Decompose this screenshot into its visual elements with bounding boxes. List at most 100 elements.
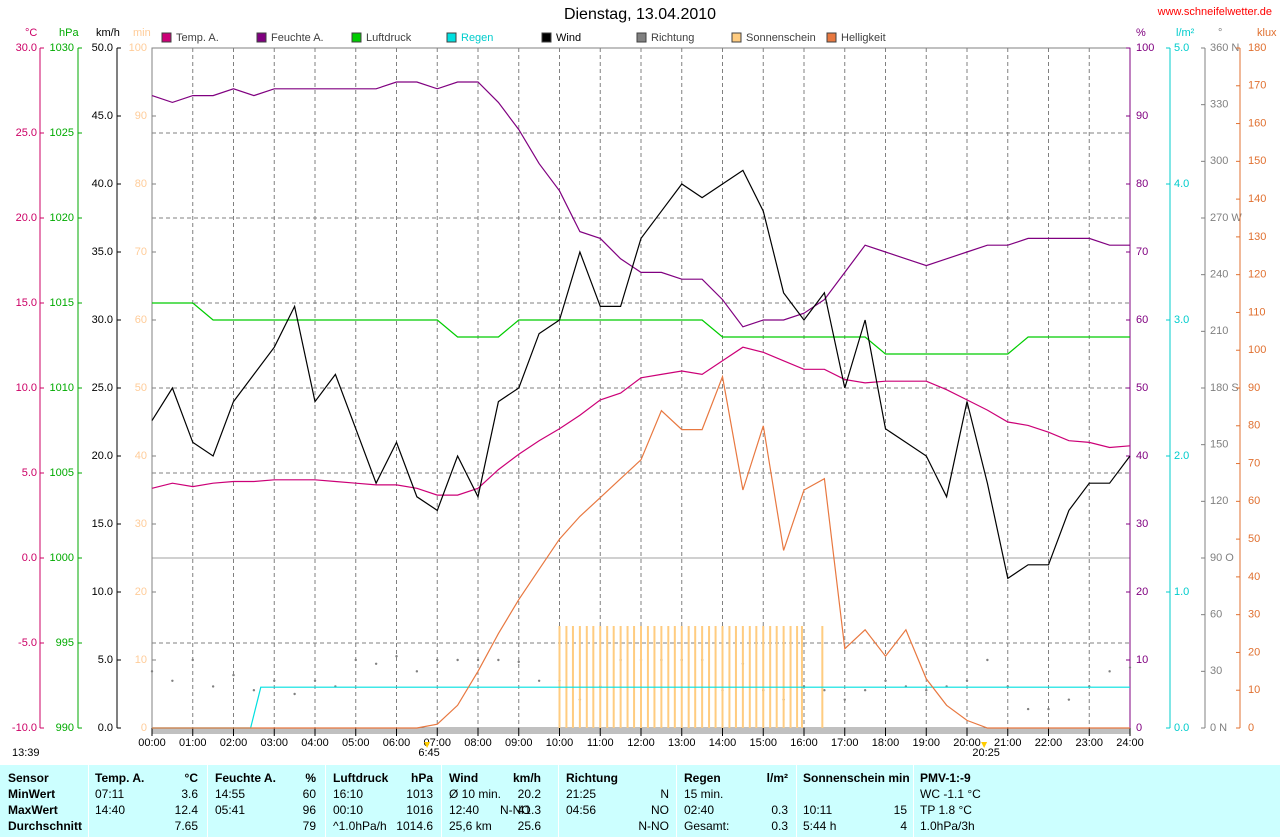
direction-dot — [843, 698, 846, 701]
table-cell: 15 min. — [684, 787, 724, 801]
legend-swatch — [351, 32, 362, 43]
table-header: Luftdruck — [333, 771, 389, 785]
y-tick-label: 60 — [135, 314, 147, 326]
y-tick-label: 150 — [1210, 439, 1228, 451]
y-tick-label: 180 S — [1210, 382, 1239, 394]
table-cell: 16:10 — [333, 787, 364, 801]
y-tick-label: 100 — [1248, 344, 1266, 356]
table-header: Regen — [684, 771, 721, 785]
direction-dot — [293, 692, 296, 696]
source: www.schneifelwetter.de — [1157, 6, 1272, 18]
table-header: Feuchte A. — [215, 771, 276, 785]
legend-label: Luftdruck — [366, 32, 412, 44]
y-tick-label: 50 — [1136, 382, 1148, 394]
table-cell: 41.3 — [517, 803, 541, 817]
table-cell: Durchschnitt — [8, 819, 83, 833]
column-separator — [676, 765, 677, 837]
table-cell: 3.6 — [181, 787, 198, 801]
legend-label: Richtung — [651, 32, 694, 44]
x-tick-label: 13:00 — [668, 737, 696, 749]
table-header: Wind — [449, 771, 479, 785]
y-axis-unit: ° — [1218, 27, 1222, 39]
table-cell: 14:40 — [95, 803, 126, 817]
direction-dot — [354, 658, 357, 662]
y-tick-label: 1020 — [50, 212, 74, 224]
column-separator — [441, 765, 442, 837]
y-tick-label: 160 — [1248, 117, 1266, 129]
x-tick-label: 02:00 — [220, 737, 248, 749]
table-header: Sensor — [8, 771, 49, 785]
direction-dot — [252, 689, 256, 692]
y-tick-label: 1005 — [50, 467, 74, 479]
direction-dot — [150, 670, 154, 673]
table-cell: 07:11 — [95, 787, 125, 801]
direction-dot — [986, 658, 989, 662]
x-tick-label: 21:00 — [994, 737, 1022, 749]
x-tick-label: 22:00 — [1035, 737, 1063, 749]
legend-swatch — [541, 32, 552, 43]
x-tick-label: 19:00 — [912, 737, 940, 749]
y-tick-label: 80 — [135, 178, 147, 190]
y-tick-label: 995 — [56, 637, 74, 649]
series-line — [152, 302, 1130, 355]
y-tick-label: 20 — [135, 586, 147, 598]
y-tick-label: 1000 — [50, 552, 74, 564]
table-cell: MaxWert — [8, 803, 58, 817]
y-tick-label: 40 — [1136, 450, 1148, 462]
table-header: hPa — [410, 771, 433, 785]
y-tick-label: -10.0 — [12, 722, 37, 734]
y-tick-label: 30 — [1248, 609, 1260, 621]
y-axis-unit: l/m² — [1176, 27, 1195, 39]
y-tick-label: 330 — [1210, 99, 1228, 111]
y-tick-label: 90 — [1248, 382, 1260, 394]
table-header: Richtung — [566, 771, 618, 785]
column-separator — [88, 765, 89, 837]
table-cell: 25,6 km — [449, 819, 492, 833]
table-cell: 4 — [900, 819, 907, 833]
y-tick-label: 90 — [1136, 110, 1148, 122]
table-cell: WC -1.1 °C — [920, 787, 981, 801]
y-tick-label: 90 O — [1210, 552, 1234, 564]
y-tick-label: 240 — [1210, 269, 1228, 281]
y-tick-label: 0.0 — [1174, 722, 1189, 734]
y-tick-label: 60 — [1136, 314, 1148, 326]
y-tick-label: 20.0 — [16, 212, 37, 224]
series-line — [151, 346, 1131, 496]
table-cell: 1016 — [406, 803, 433, 817]
y-tick-label: 0 N — [1210, 722, 1227, 734]
y-tick-label: 70 — [1248, 457, 1260, 469]
table-cell: 5:44 h — [803, 819, 837, 833]
x-tick-label: 17:00 — [831, 737, 859, 749]
table-cell: 02:40 — [684, 803, 715, 817]
y-tick-label: 60 — [1210, 609, 1222, 621]
y-tick-label: 80 — [1136, 178, 1148, 190]
table-cell: 04:56 — [566, 803, 597, 817]
y-tick-label: 70 — [1136, 246, 1148, 258]
summary-table: Sensor Temp. A. °C Feuchte A.% Luftdruck hPa W… — [0, 765, 1280, 837]
direction-dot — [1067, 698, 1071, 701]
direction-dot — [171, 679, 174, 682]
direction-dot — [436, 658, 439, 662]
column-separator — [325, 765, 326, 837]
y-tick-label: 90 — [135, 110, 147, 122]
x-tick-label: 20:00 — [953, 737, 981, 749]
series-line — [151, 81, 1130, 328]
x-tick-label: 00:00 — [138, 737, 166, 749]
x-tick-label: 14:00 — [709, 737, 737, 749]
y-tick-label: 50.0 — [92, 42, 113, 54]
y-tick-label: 30 — [135, 518, 147, 530]
y-tick-label: 0 — [1136, 722, 1142, 734]
direction-dot — [497, 658, 500, 662]
table-cell: 12.4 — [174, 803, 198, 817]
direction-dot — [517, 660, 520, 664]
x-tick-label: 06:00 — [383, 737, 411, 749]
column-separator — [558, 765, 559, 837]
y-tick-label: 990 — [56, 722, 74, 734]
table-cell: 0.3 — [771, 819, 788, 833]
x-tick-label: 16:00 — [790, 737, 818, 749]
y-tick-label: 270 W — [1210, 212, 1242, 224]
y-tick-label: 50 — [135, 382, 147, 394]
y-tick-label: 25.0 — [16, 127, 37, 139]
y-tick-label: -5.0 — [18, 637, 37, 649]
table-cell: 15 — [893, 803, 907, 817]
